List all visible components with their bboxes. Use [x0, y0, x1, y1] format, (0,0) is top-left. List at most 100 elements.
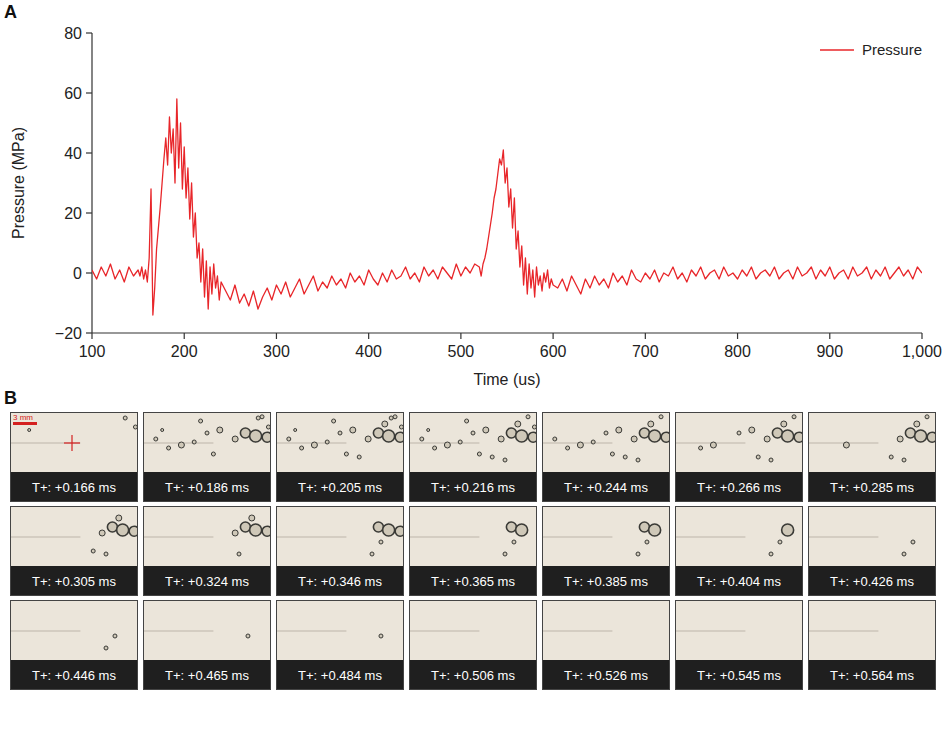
frame-content — [409, 415, 537, 462]
bubble — [512, 540, 516, 544]
frame-image — [10, 412, 138, 472]
y-tick — [86, 332, 92, 333]
pressure-line — [92, 99, 922, 315]
frame-image — [276, 506, 404, 566]
frame-label-bar — [409, 660, 537, 690]
frame-image — [10, 600, 138, 660]
bubble — [528, 432, 537, 442]
bubble — [915, 430, 927, 442]
bubble — [116, 515, 122, 521]
frame-content — [409, 522, 528, 556]
bubble — [649, 524, 661, 536]
bubble — [294, 429, 297, 432]
bubble — [433, 446, 437, 450]
bubble — [782, 524, 794, 536]
bubble — [925, 415, 929, 419]
frame-label-bar — [542, 472, 670, 502]
frame-border — [277, 507, 404, 596]
y-tick-label: −20 — [55, 325, 82, 342]
bubble — [199, 419, 203, 423]
bubble — [217, 427, 223, 433]
needle — [409, 630, 479, 631]
bubble — [769, 458, 773, 462]
frame-label: T+: +0.426 ms — [830, 574, 914, 589]
bubble — [566, 446, 570, 450]
frame-image — [143, 600, 271, 660]
bubble — [710, 442, 716, 448]
needle — [276, 536, 346, 537]
bubble — [648, 421, 654, 427]
frame-label: T+: +0.484 ms — [298, 668, 382, 683]
frame-border — [410, 413, 537, 502]
bubble — [104, 646, 108, 650]
bubble — [427, 429, 430, 432]
panel-label: B — [4, 388, 17, 408]
bubble — [483, 427, 489, 433]
needle — [808, 442, 878, 443]
legend-swatch — [820, 49, 854, 51]
x-tick — [368, 333, 369, 339]
crosshair — [71, 435, 72, 451]
frame-border — [809, 507, 936, 596]
bubble — [444, 442, 450, 448]
needle — [10, 630, 80, 631]
bubble — [553, 437, 557, 441]
frame-label: T+: +0.186 ms — [165, 480, 249, 495]
bubble — [645, 540, 649, 544]
bubble — [250, 524, 262, 536]
needle — [675, 630, 745, 631]
bubble — [792, 415, 796, 419]
frame-content — [542, 522, 661, 556]
frame-image — [276, 412, 404, 472]
frame-content — [143, 415, 271, 456]
bubble — [28, 429, 31, 432]
frame-label-bar — [808, 472, 936, 502]
bubble — [503, 552, 507, 556]
frame-border — [410, 601, 537, 690]
frame-label-bar — [542, 566, 670, 596]
bubble — [756, 455, 760, 459]
needle — [409, 536, 479, 537]
frame-border — [277, 601, 404, 690]
x-tick-label: 300 — [263, 343, 290, 360]
frame: T+: +0.186 ms — [143, 412, 272, 502]
frame-label: T+: +0.385 ms — [564, 574, 648, 589]
bubble — [532, 425, 536, 429]
frame-image — [143, 506, 271, 566]
needle — [409, 442, 479, 443]
x-tick-label: 100 — [79, 343, 106, 360]
frame: T+: +0.244 ms — [542, 412, 671, 502]
bubble — [338, 431, 342, 435]
bubble — [311, 442, 317, 448]
plot-area — [92, 99, 922, 315]
frame-image — [143, 412, 271, 472]
frame-label-bar — [409, 566, 537, 596]
bubble — [399, 425, 403, 429]
legend-label: Pressure — [862, 41, 922, 58]
frame-border — [277, 413, 404, 502]
frame-label: T+: +0.446 ms — [32, 668, 116, 683]
frame-border — [676, 601, 803, 690]
bubble — [794, 432, 803, 442]
bubble — [266, 425, 270, 429]
frame-label-bar — [276, 566, 404, 596]
frame-label-bar — [808, 660, 936, 690]
bubble — [897, 436, 903, 442]
frame-label: T+: +0.166 ms — [32, 480, 116, 495]
x-tick-label: 900 — [816, 343, 843, 360]
frame-content — [542, 415, 670, 462]
x-tick — [829, 333, 830, 339]
frame-image — [808, 600, 936, 660]
x-axis-line — [92, 332, 922, 333]
frame-content — [143, 515, 271, 556]
bubble — [769, 552, 773, 556]
bubble — [129, 526, 138, 536]
bubble — [382, 421, 388, 427]
frame-content — [675, 524, 794, 556]
frame-image — [276, 600, 404, 660]
scale-bar-label: 3 mm — [13, 413, 33, 422]
frame-label: T+: +0.216 ms — [431, 480, 515, 495]
frame-label: T+: +0.346 ms — [298, 574, 382, 589]
bubble — [117, 524, 129, 536]
bubble — [211, 452, 215, 456]
